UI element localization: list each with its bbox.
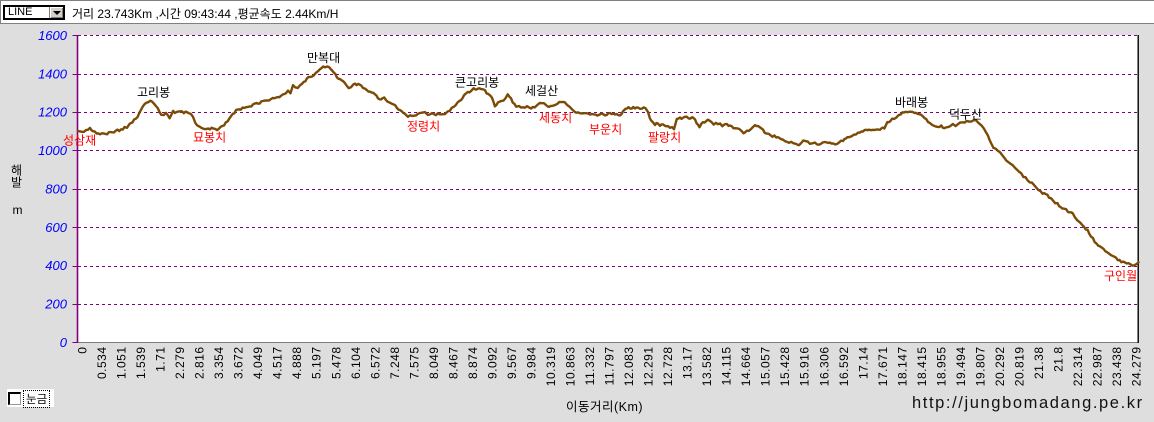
svg-text:묘봉치: 묘봉치 [193,131,226,145]
svg-text:세동치: 세동치 [539,111,572,125]
svg-text:성삼재: 성삼재 [63,134,96,148]
svg-text:바래봉: 바래봉 [895,96,928,110]
svg-text:1000: 1000 [38,143,68,158]
svg-text:큰고리봉: 큰고리봉 [455,76,499,90]
svg-text:12.728: 12.728 [661,347,675,387]
svg-text:1.051: 1.051 [114,347,128,380]
svg-text:18.955: 18.955 [934,347,948,387]
svg-text:만복대: 만복대 [307,51,340,65]
svg-text:8.467: 8.467 [446,347,460,380]
svg-text:3.672: 3.672 [232,347,246,380]
svg-text:200: 200 [44,297,67,312]
svg-text:7.248: 7.248 [388,347,402,380]
svg-text:13.17: 13.17 [681,347,695,380]
svg-text:9.567: 9.567 [505,347,519,380]
svg-text:21.8: 21.8 [1051,347,1065,372]
svg-text:800: 800 [45,181,67,196]
svg-text:15.916: 15.916 [798,347,812,387]
svg-text:1.71: 1.71 [154,347,168,372]
svg-text:7.575: 7.575 [407,347,421,380]
svg-text:18.415: 18.415 [915,347,929,387]
svg-text:12.083: 12.083 [622,347,636,387]
svg-text:10.863: 10.863 [563,347,577,387]
svg-text:10.319: 10.319 [544,347,558,387]
svg-text:2.816: 2.816 [193,347,207,380]
svg-text:5.197: 5.197 [310,347,324,380]
svg-text:9.092: 9.092 [485,347,499,380]
svg-text:400: 400 [45,258,67,273]
svg-text:19.494: 19.494 [954,347,968,387]
svg-text:24.279: 24.279 [1130,347,1144,387]
svg-text:4.888: 4.888 [290,347,304,380]
svg-text:1400: 1400 [38,66,68,81]
svg-text:해: 해 [11,164,22,178]
svg-text:14.664: 14.664 [739,347,753,387]
svg-text:600: 600 [45,220,67,235]
svg-text:14.115: 14.115 [720,347,734,386]
svg-text:22.987: 22.987 [1090,347,1104,387]
svg-text:9.984: 9.984 [524,347,538,380]
svg-text:6.104: 6.104 [349,347,363,380]
svg-text:20.292: 20.292 [993,346,1007,386]
svg-text:15.428: 15.428 [778,347,792,387]
svg-text:15.057: 15.057 [759,347,773,387]
svg-text:17.671: 17.671 [876,347,890,387]
svg-text:16.306: 16.306 [817,347,831,387]
svg-text:20.819: 20.819 [1012,347,1026,387]
svg-text:17.14: 17.14 [856,347,870,380]
svg-text:부운치: 부운치 [589,123,622,137]
svg-text:1200: 1200 [38,105,68,120]
svg-text:16.592: 16.592 [837,347,851,387]
svg-text:13.582: 13.582 [700,347,714,387]
svg-text:발: 발 [11,176,22,190]
svg-text:정령치: 정령치 [407,120,440,134]
svg-text:팔랑치: 팔랑치 [648,131,681,145]
svg-text:22.314: 22.314 [1071,347,1085,387]
svg-text:8.049: 8.049 [427,347,441,380]
svg-text:고리봉: 고리봉 [137,86,170,100]
svg-text:세걸산: 세걸산 [525,84,558,98]
svg-text:1600: 1600 [38,28,68,43]
svg-text:0: 0 [75,347,89,354]
svg-text:11.332: 11.332 [583,347,597,386]
svg-text:6.572: 6.572 [368,347,382,380]
svg-text:18.147: 18.147 [895,347,909,387]
svg-text:23.438: 23.438 [1110,347,1124,387]
svg-text:0.534: 0.534 [95,347,109,380]
svg-text:5.478: 5.478 [329,347,343,380]
svg-text:1.539: 1.539 [134,347,148,380]
svg-text:21.38: 21.38 [1032,347,1046,380]
svg-text:구인월: 구인월 [1104,269,1137,283]
svg-text:4.049: 4.049 [251,347,265,380]
svg-text:3.354: 3.354 [212,347,226,380]
svg-text:0: 0 [60,335,68,350]
svg-text:11.797: 11.797 [602,347,616,386]
svg-text:m: m [13,203,23,217]
svg-text:덕두산: 덕두산 [949,108,982,122]
svg-text:8.874: 8.874 [466,347,480,380]
svg-text:19.807: 19.807 [973,347,987,387]
svg-text:2.279: 2.279 [173,347,187,380]
svg-text:4.517: 4.517 [271,347,285,380]
svg-text:12.291: 12.291 [642,347,656,387]
